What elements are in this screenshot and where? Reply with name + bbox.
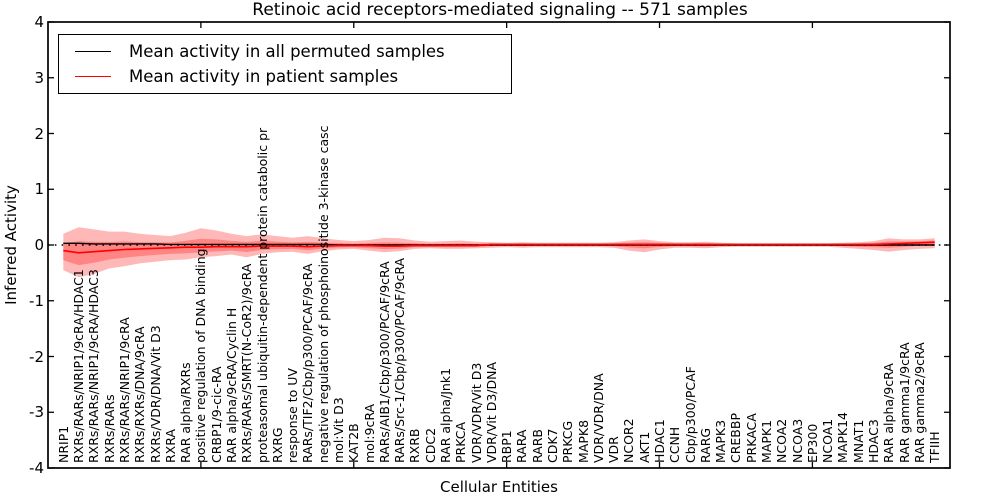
- x-tick-label: TFIIH: [927, 431, 943, 463]
- x-tick-label: positive regulation of DNA binding: [193, 248, 209, 463]
- x-tick-label: RXRs/RARs/NRIP1/9cRA/HDAC3: [86, 269, 102, 463]
- x-tick-label: RXRs/RXRs/DNA/9cRA: [132, 326, 148, 463]
- y-tick-label: 2: [34, 124, 44, 143]
- y-tick-label: 3: [34, 68, 44, 87]
- x-tick-label: CDC2: [422, 427, 438, 463]
- x-tick-label: Cbp/p300/PCAF: [682, 366, 698, 463]
- x-tick-label: MNAT1: [850, 419, 866, 463]
- x-tick-label: EP300: [804, 423, 820, 463]
- x-tick-label: RAR alpha/RXRs: [178, 362, 194, 463]
- x-tick-label: MAPK14: [835, 412, 851, 463]
- x-tick-label: RARG: [697, 427, 713, 463]
- chart-title: Retinoic acid receptors-mediated signali…: [252, 0, 748, 20]
- legend-item-patient: Mean activity in patient samples: [59, 67, 511, 86]
- x-tick-label: RXRG: [269, 427, 285, 463]
- legend-item-permuted: Mean activity in all permuted samples: [59, 42, 511, 61]
- y-tick-label: 4: [34, 13, 44, 31]
- x-tick-label: AKT1: [636, 431, 652, 463]
- x-tick-label: MAPK8: [575, 419, 591, 463]
- x-tick-label: RXRs/RARs/NRIP1/9cRA/HDAC1: [71, 269, 87, 463]
- x-tick-label: response to UV: [285, 368, 301, 463]
- x-tick-label: HDAC1: [652, 419, 668, 463]
- x-tick-label: VDR/VDR/Vit D3: [468, 362, 484, 463]
- x-tick-label: RXRs/VDR/DNA/Vit D3: [147, 325, 163, 463]
- x-tick-label: RXRs/RARs/NRIP1/9cRA: [116, 317, 132, 463]
- x-tick-label: NCOA1: [820, 418, 836, 463]
- x-tick-label: CDK7: [545, 428, 560, 463]
- x-tick-label: RARs/TIF2/Cbp/p300/PCAF/9cRA: [300, 263, 316, 463]
- x-tick-label: RAR alpha/Jnk1: [437, 367, 453, 463]
- x-tick-label: RXRB: [407, 428, 423, 463]
- x-tick-label: mol:Vit D3: [330, 397, 346, 463]
- x-tick-label: PRKACA: [743, 413, 759, 463]
- x-tick-label: HDAC3: [866, 419, 882, 463]
- y-tick-label: 0: [34, 236, 44, 254]
- x-tick-label: NRIP1: [55, 425, 71, 463]
- x-tick-label: VDR: [606, 436, 622, 463]
- x-tick-label: RAR gamma1/9cRA: [896, 342, 912, 463]
- permuted-line-swatch: [75, 50, 111, 52]
- x-tick-label: MAPK1: [759, 419, 775, 463]
- x-tick-label: VDR/VDR/DNA: [590, 373, 606, 463]
- x-tick-label: CCNH: [667, 426, 683, 463]
- x-tick-label: NCOA3: [789, 418, 805, 463]
- y-tick-label: -1: [29, 291, 44, 310]
- x-tick-label: RBP1: [499, 430, 515, 463]
- patient-mean-line: [63, 241, 935, 254]
- x-tick-label: VDR/Vit D3/DNA: [483, 361, 499, 463]
- legend-box: Mean activity in all permuted samples Me…: [58, 34, 512, 94]
- x-tick-label: PRKCA: [453, 421, 469, 463]
- x-tick-label: mol:9cRA: [361, 403, 377, 463]
- x-axis-label: Cellular Entities: [440, 478, 558, 496]
- y-tick-label: -4: [29, 459, 44, 477]
- x-tick-label: RXRA: [162, 429, 178, 463]
- legend-label-permuted: Mean activity in all permuted samples: [129, 41, 445, 61]
- legend-label-patient: Mean activity in patient samples: [129, 67, 399, 87]
- x-tick-label: RARB: [529, 429, 545, 463]
- x-tick-label: NCOR2: [621, 418, 637, 463]
- x-tick-label: NCOA2: [774, 418, 790, 463]
- y-tick-label: 1: [34, 180, 44, 199]
- x-tick-label: RARs/AIB1/Cbp/p300/PCAF/9cRA: [376, 261, 392, 463]
- x-tick-label: RAR gamma2/9cRA: [911, 342, 927, 463]
- x-tick-label: RXRs/RARs/SMRT(N-CoR2)/9cRA: [239, 263, 255, 463]
- x-tick-label: proteasomal ubiquitin-dependent protein …: [254, 127, 270, 463]
- x-tick-label: CREBBP: [728, 413, 744, 463]
- x-tick-label: RARs/Src-1/Cbp/p300/PCAF/9cRA: [392, 257, 408, 463]
- x-tick-label: negative regulation of phosphoinositide …: [315, 125, 331, 464]
- x-tick-label: KAT2B: [346, 423, 362, 463]
- x-tick-label: PRKCG: [560, 420, 576, 463]
- y-tick-label: -2: [29, 347, 44, 366]
- patient-line-swatch: [75, 76, 111, 78]
- patient-std-band-outer: [63, 227, 935, 278]
- x-tick-label: CRBP1/9-cic-RA: [208, 366, 224, 463]
- y-tick-label: -3: [29, 403, 44, 422]
- x-tick-label: RARA: [514, 429, 530, 463]
- x-tick-label: RXRs/RARs: [101, 394, 117, 463]
- x-tick-label: RAR alpha/9cRA/Cyclin H: [223, 307, 239, 463]
- x-tick-label: MAPK3: [713, 419, 729, 463]
- x-tick-label: RAR alpha/9cRA: [881, 363, 897, 463]
